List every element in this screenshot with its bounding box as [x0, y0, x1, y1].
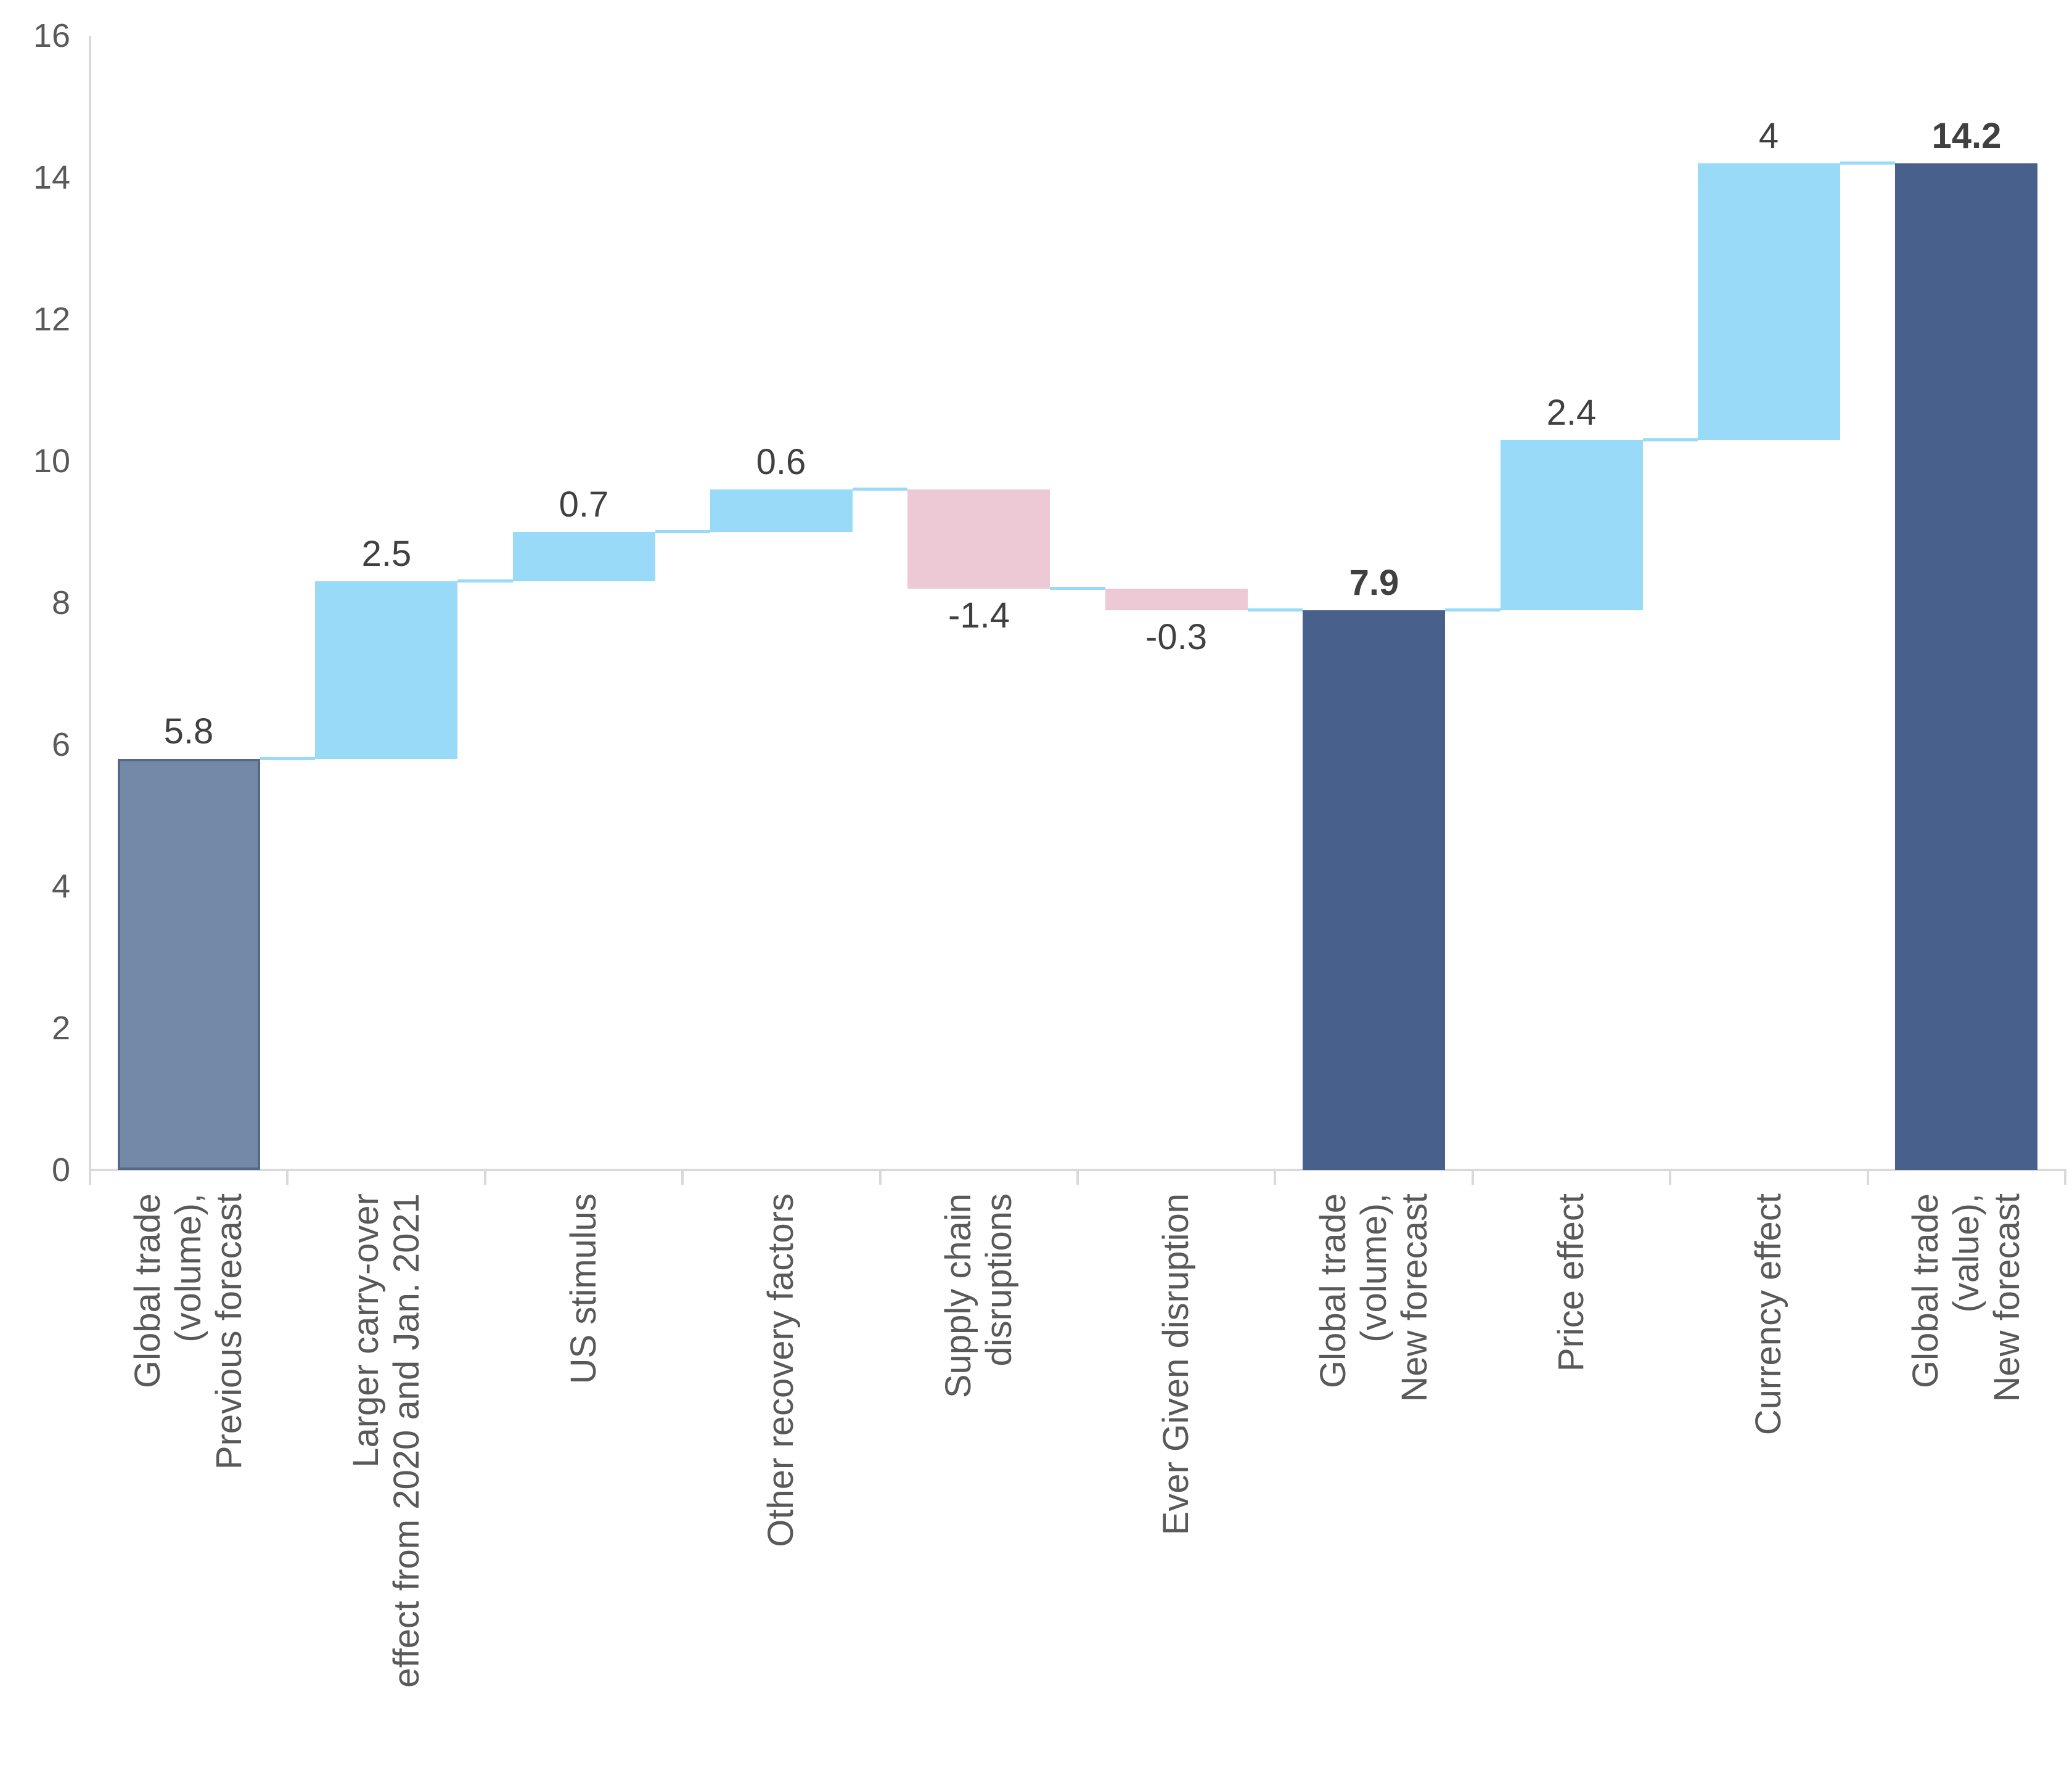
connector-line: [1643, 438, 1698, 441]
value-label-global-trade-value-new-forecast: 14.2: [1931, 116, 2002, 156]
x-tick-mark: [1669, 1170, 1671, 1185]
x-category-label-currency-effect: Currency effect: [1748, 1193, 1789, 1748]
x-category-label-line: Larger carry-over: [346, 1193, 386, 1468]
connector-line: [260, 757, 315, 760]
x-category-label-global-trade-value-new-forecast: Global trade (value), New forecast: [1906, 1193, 2028, 1748]
x-tick-mark: [879, 1170, 882, 1185]
value-label-global-trade-volume-new-forecast: 7.9: [1349, 563, 1399, 603]
x-tick-mark: [2064, 1170, 2066, 1185]
x-tick-mark: [484, 1170, 486, 1185]
x-category-label-line: Supply chain: [938, 1193, 978, 1399]
x-tick-mark: [89, 1170, 91, 1185]
y-axis-line: [89, 36, 91, 1170]
x-category-label-line: Global trade: [128, 1193, 168, 1388]
connector-line: [457, 579, 513, 583]
x-category-label-line: (volume),: [1354, 1193, 1394, 1343]
x-category-label-other-recovery-factors: Other recovery factors: [761, 1193, 801, 1748]
y-tick-label: 6: [51, 726, 70, 763]
bar-global-trade-volume-new-forecast: [1303, 610, 1445, 1170]
x-tick-mark: [1076, 1170, 1079, 1185]
connector-line: [1248, 608, 1303, 611]
connector-line: [655, 530, 710, 533]
bar-currency-effect: [1698, 163, 1840, 440]
x-category-label-line: Other recovery factors: [761, 1193, 801, 1547]
connector-line: [1445, 608, 1501, 611]
value-label-price-effect: 2.4: [1546, 393, 1597, 433]
y-tick-label: 16: [33, 17, 70, 54]
x-category-label-line: (value),: [1946, 1193, 1986, 1313]
value-label-ever-given-disruption: -0.3: [1145, 617, 1207, 657]
bar-other-recovery-factors: [710, 489, 853, 532]
x-category-label-line: US stimulus: [563, 1193, 604, 1384]
y-tick-label: 0: [51, 1151, 70, 1188]
x-tick-mark: [1867, 1170, 1869, 1185]
x-category-label-price-effect: Price effect: [1551, 1193, 1592, 1748]
value-label-other-recovery-factors: 0.6: [756, 442, 806, 482]
x-category-label-us-stimulus: US stimulus: [563, 1193, 604, 1748]
value-label-larger-carry-over-effect: 2.5: [361, 534, 412, 574]
x-category-label-line: New forecast: [1394, 1193, 1435, 1402]
x-category-label-line: disruptions: [979, 1193, 1019, 1367]
x-category-label-line: Global trade: [1906, 1193, 1946, 1388]
x-category-label-ever-given-disruption: Ever Given disruption: [1156, 1193, 1197, 1748]
x-tick-mark: [286, 1170, 289, 1185]
x-category-label-line: Price effect: [1551, 1193, 1591, 1372]
x-category-label-line: New forecast: [1987, 1193, 2027, 1402]
y-tick-label: 10: [33, 443, 70, 480]
x-category-label-global-trade-volume-new-forecast: Global trade (volume), New forecast: [1313, 1193, 1435, 1748]
x-category-label-line: Global trade: [1313, 1193, 1353, 1388]
x-category-label-line: Previous forecast: [209, 1193, 249, 1470]
value-label-us-stimulus: 0.7: [559, 485, 609, 525]
x-category-label-line: effect from 2020 and Jan. 2021: [387, 1193, 427, 1688]
x-category-label-supply-chain-disruptions: Supply chain disruptions: [938, 1193, 1020, 1748]
x-tick-mark: [1274, 1170, 1276, 1185]
x-category-label-global-trade-volume-previous-forecast: Global trade (volume), Previous forecast: [128, 1193, 250, 1748]
bar-larger-carry-over-effect: [315, 581, 457, 759]
bar-price-effect: [1501, 440, 1643, 610]
connector-line: [853, 488, 907, 491]
bar-global-trade-volume-previous-forecast: [118, 759, 260, 1170]
bar-ever-given-disruption: [1105, 589, 1248, 610]
bar-global-trade-value-new-forecast: [1895, 163, 2037, 1170]
value-label-supply-chain-disruptions: -1.4: [948, 595, 1010, 636]
x-tick-mark: [681, 1170, 684, 1185]
connector-line: [1050, 587, 1105, 590]
y-tick-label: 8: [51, 584, 70, 621]
y-tick-label: 2: [51, 1010, 70, 1047]
x-tick-mark: [1472, 1170, 1474, 1185]
value-label-global-trade-volume-previous-forecast: 5.8: [163, 711, 214, 751]
connector-line: [1840, 162, 1895, 165]
x-category-label-line: Ever Given disruption: [1156, 1193, 1196, 1536]
y-tick-label: 14: [33, 159, 70, 196]
bar-us-stimulus: [513, 532, 655, 581]
value-label-currency-effect: 4: [1758, 116, 1779, 156]
bar-supply-chain-disruptions: [907, 489, 1050, 589]
x-category-label-line: Currency effect: [1748, 1193, 1788, 1436]
y-tick-label: 4: [51, 868, 70, 905]
x-category-label-line: (volume),: [168, 1193, 208, 1343]
y-tick-label: 12: [33, 301, 70, 338]
x-category-label-larger-carry-over-effect: Larger carry-over effect from 2020 and Ja…: [346, 1193, 427, 1748]
